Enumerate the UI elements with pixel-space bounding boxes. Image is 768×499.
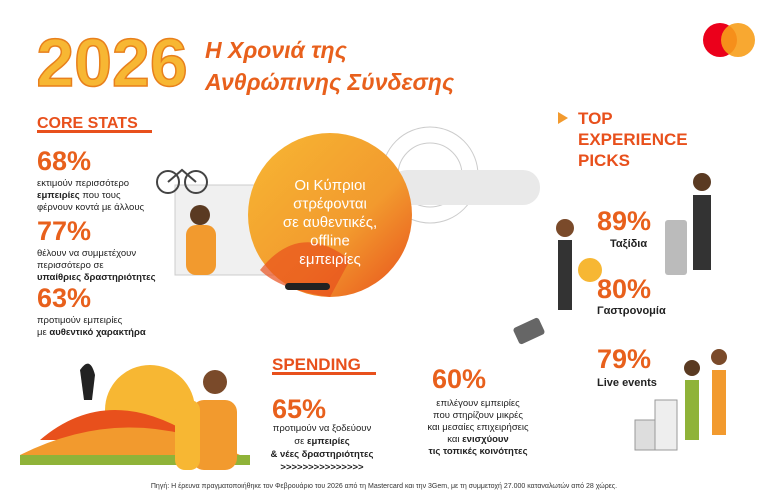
text-segment: και μεσαίες επιχειρήσεις	[427, 422, 529, 433]
section-title: CORE STATS	[37, 115, 138, 132]
center-line: Οι Κύπριοι	[294, 177, 365, 194]
text-segment: που τους	[80, 190, 121, 201]
center-line: offline	[310, 233, 350, 250]
text-line: εμπειρίες που τους	[37, 190, 121, 201]
text-line: επιλέγουν εμπειρίες	[436, 398, 520, 409]
text-segment: εμπειρίες	[37, 190, 80, 201]
text-line: και μεσαίες επιχειρήσεις	[427, 422, 529, 433]
text-line: εκτιμούν περισσότερο	[37, 178, 129, 189]
text-segment: ενισχύουν	[462, 434, 509, 445]
text-segment: >>>>>>>>>>>>>>>	[280, 462, 364, 473]
text-line: υπαίθριες δραστηριότητες	[37, 272, 156, 283]
pick-value: 89%	[597, 206, 651, 236]
text-line: φέρνουν κοντά με άλλους	[37, 202, 145, 213]
pick-label: Ταξίδια	[610, 238, 647, 250]
stat-value: 77%	[37, 216, 91, 246]
decor	[20, 23, 755, 470]
text-segment: αυθεντικό χαρακτήρα	[49, 327, 146, 338]
pick-label: Live events	[597, 377, 657, 389]
stat-value: 63%	[37, 283, 91, 313]
text-line: περισσότερο σε	[37, 260, 104, 271]
title-line: Ανθρώπινης Σύνδεσης	[204, 69, 455, 95]
text-segment: θέλουν να συμμετέχουν	[37, 248, 136, 259]
pick-label: Γαστρονομία	[597, 305, 666, 317]
section-title: PICKS	[578, 151, 630, 170]
text-segment: τις τοπικές κοινότητες	[428, 446, 527, 457]
footer-source: Πηγή: Η έρευνα πραγματοποιήθηκε τον Φεβρ…	[151, 482, 617, 490]
text-segment: υπαίθριες δραστηριότητες	[37, 272, 156, 283]
text-segment: εκτιμούν περισσότερο	[37, 178, 129, 189]
text-segment: & νέες δραστηριότητες	[271, 449, 374, 460]
text-segment: που στηρίζουν μικρές	[433, 410, 523, 421]
center-line: σε αυθεντικές,	[283, 214, 377, 231]
text-segment: επιλέγουν εμπειρίες	[436, 398, 520, 409]
text-line: σε εμπειρίες	[294, 436, 350, 447]
text-line: προτιμούν εμπειρίες	[37, 315, 123, 326]
stat-value: 65%	[272, 394, 326, 424]
year: 2026	[36, 25, 187, 101]
text-line: που στηρίζουν μικρές	[433, 410, 523, 421]
text-line: προτιμούν να ξοδεύουν	[273, 423, 372, 434]
text-segment: σε	[294, 436, 307, 447]
text-segment: προτιμούν να ξοδεύουν	[273, 423, 372, 434]
text-segment: φέρνουν κοντά με άλλους	[37, 202, 145, 213]
text-line: και ενισχύουν	[447, 434, 508, 445]
text-line: & νέες δραστηριότητες	[271, 449, 374, 460]
section-title: SPENDING	[272, 355, 361, 374]
text-line: με αυθεντικό χαρακτήρα	[37, 327, 146, 338]
text-segment: περισσότερο σε	[37, 260, 104, 271]
text-segment: με	[37, 327, 49, 338]
text-segment: εμπειρίες	[307, 436, 350, 447]
stat-value: 60%	[432, 364, 486, 394]
pick-value: 79%	[597, 344, 651, 374]
center-line: στρέφονται	[293, 196, 367, 213]
text-segment: προτιμούν εμπειρίες	[37, 315, 123, 326]
text-segment: και	[447, 434, 462, 445]
pick-value: 80%	[597, 274, 651, 304]
stat-value: 68%	[37, 146, 91, 176]
section-title: EXPERIENCE	[578, 130, 688, 149]
text-line: >>>>>>>>>>>>>>>	[280, 462, 364, 473]
center-line: εμπειρίες	[299, 251, 360, 268]
text-line: τις τοπικές κοινότητες	[428, 446, 527, 457]
text-line: θέλουν να συμμετέχουν	[37, 248, 136, 259]
section-title: TOP	[578, 109, 613, 128]
title-line: Η Χρονιά της	[205, 37, 348, 63]
